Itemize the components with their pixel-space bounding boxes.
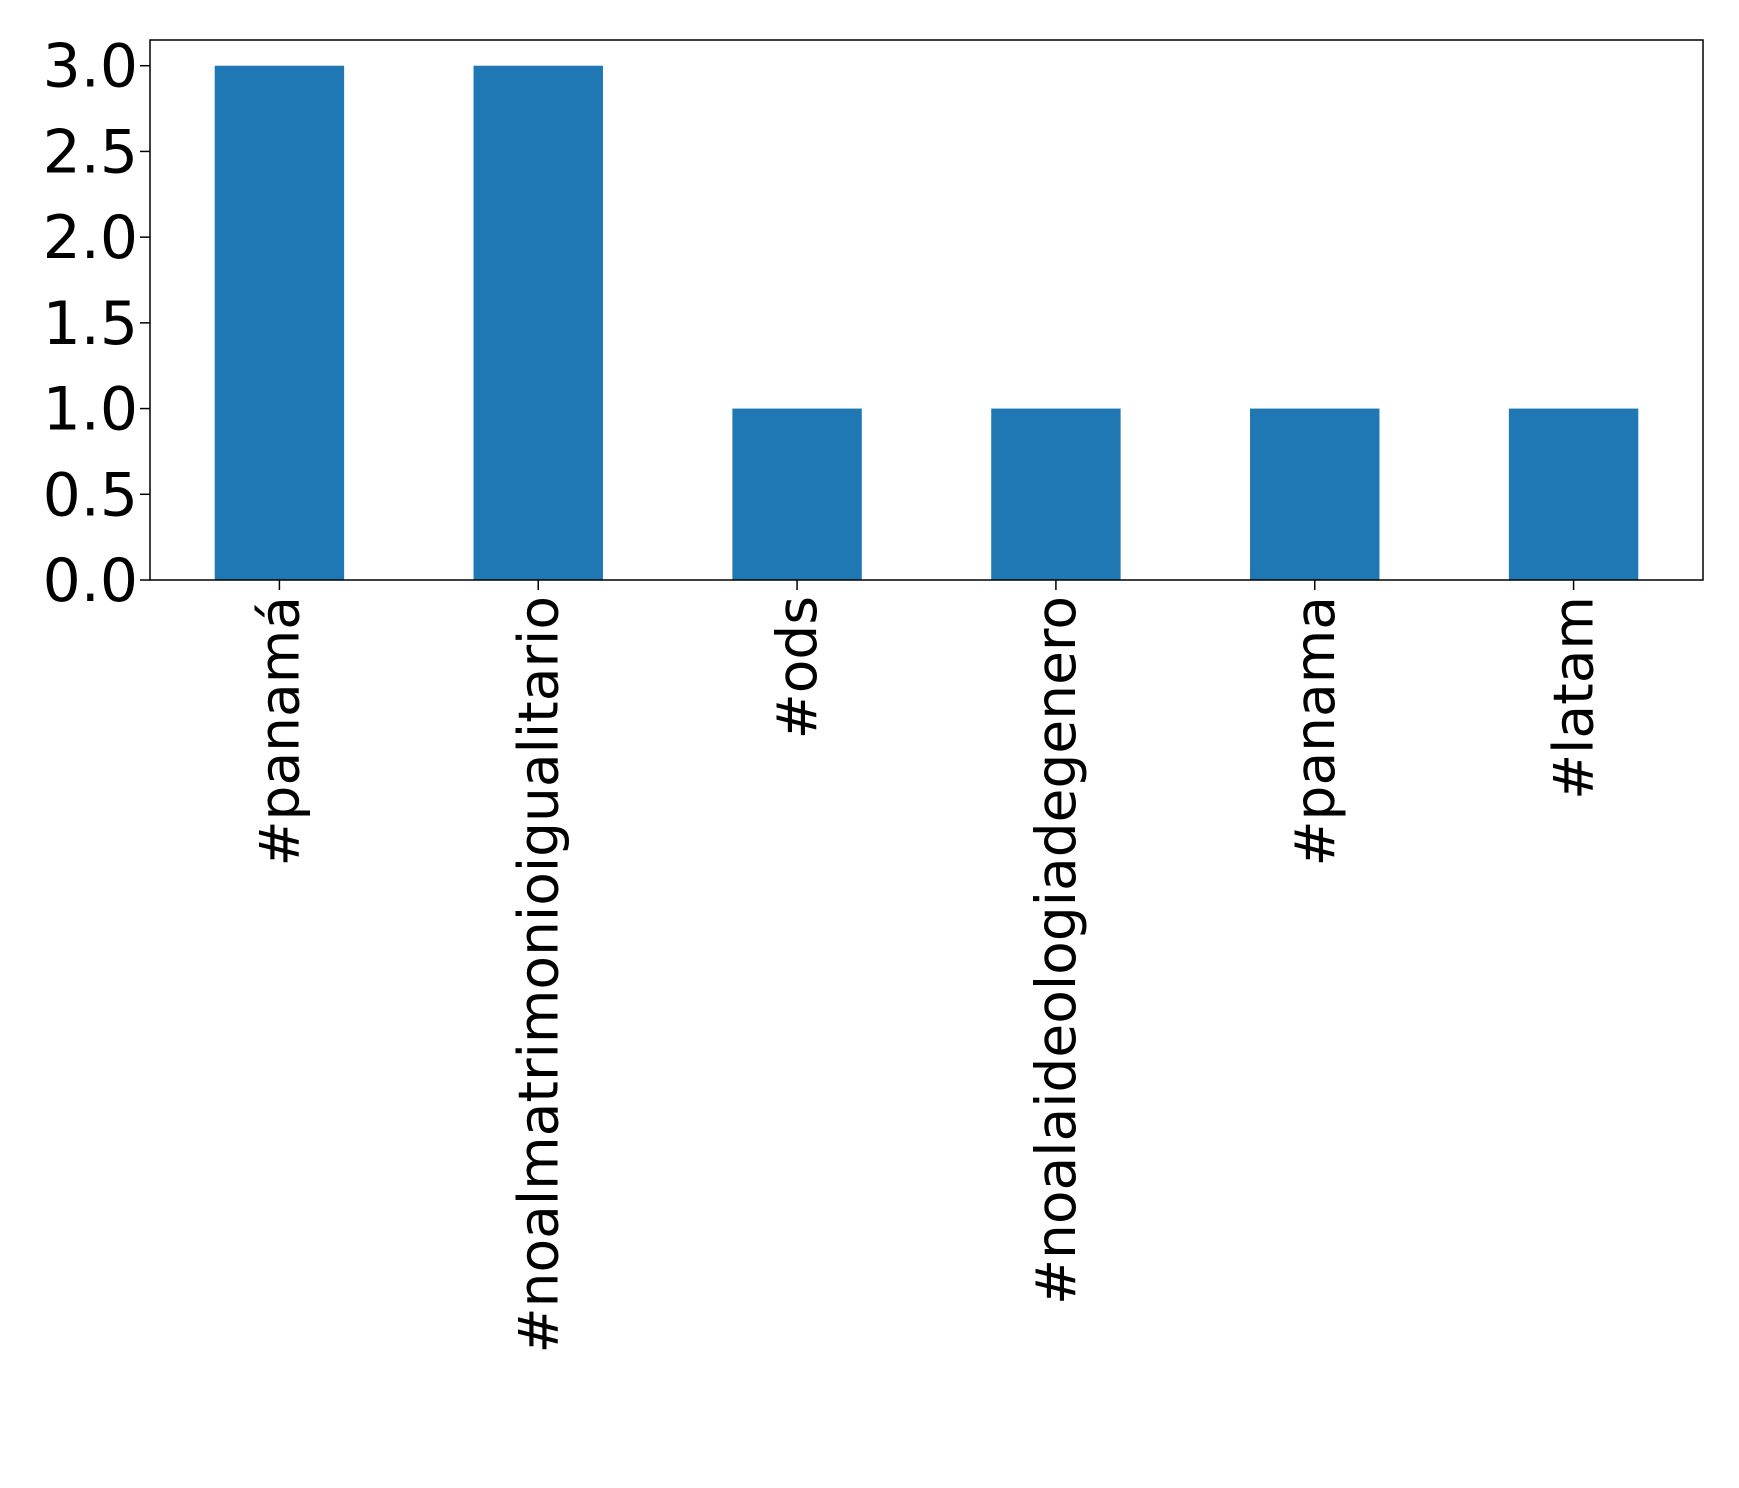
bar	[732, 408, 862, 580]
y-tick-label: 1.5	[43, 289, 138, 359]
y-tick-label: 3.0	[43, 32, 138, 102]
bar	[473, 65, 603, 580]
x-tick-label: #latam	[1542, 596, 1606, 800]
y-tick-label: 0.5	[43, 460, 138, 530]
x-tick-label: #panamá	[247, 596, 311, 867]
x-tick-label: #panama	[1283, 596, 1347, 867]
bar	[1250, 408, 1380, 580]
y-axis: 0.0 0.5 1.0 1.5 2.0 2.5 3.0	[43, 32, 150, 616]
bars-layer	[214, 65, 1639, 580]
x-tick-label: #noalaideologiadegenero	[1024, 596, 1088, 1305]
bar	[1508, 408, 1639, 580]
x-axis: #panamá #noalmatrimonioigualitario #ods #no…	[247, 580, 1606, 1353]
x-tick-label: #ods	[765, 596, 829, 739]
bar	[991, 408, 1121, 580]
bar	[214, 65, 345, 580]
y-tick-label: 0.0	[43, 546, 138, 616]
y-tick-label: 2.0	[43, 203, 138, 273]
y-tick-label: 2.5	[43, 117, 138, 187]
y-tick-label: 1.0	[43, 375, 138, 445]
x-tick-label: #noalmatrimonioigualitario	[506, 596, 570, 1353]
plot-frame	[149, 39, 1704, 581]
